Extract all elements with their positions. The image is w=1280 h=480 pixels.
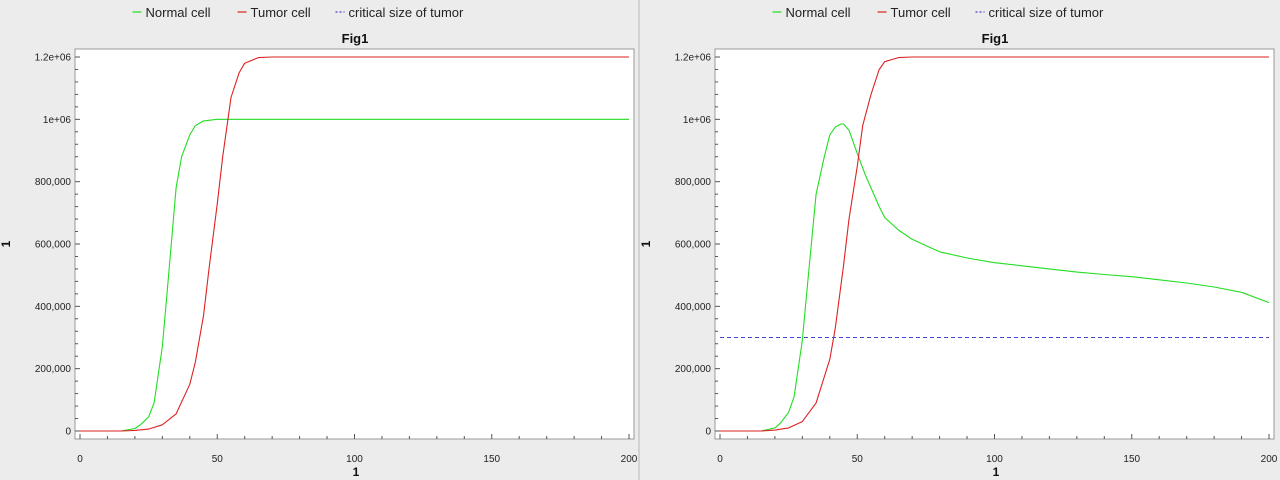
y-tick-label: 1.2e+06	[675, 53, 712, 64]
y-axis: 0 200,000 400,000 600,000 800,000 1e+06 1.2e+0…	[675, 53, 720, 438]
x-tick-label: 50	[852, 454, 864, 465]
x-tick-label: 200	[1261, 454, 1278, 465]
legend-item: Tumor cell	[237, 5, 311, 20]
x-axis: 0 50 100 150 200	[77, 434, 638, 465]
legend-item: critical size of tumor	[335, 5, 465, 20]
y-tick-label: 200,000	[35, 364, 72, 375]
x-tick-label: 200	[621, 454, 638, 465]
series-group	[80, 56, 629, 432]
y-tick-label: 600,000	[675, 240, 712, 251]
legend-label: Tumor cell	[251, 5, 311, 20]
legend-label: Normal cell	[146, 5, 211, 20]
panel-divider	[638, 0, 640, 480]
x-tick-label: 100	[346, 454, 363, 465]
y-tick-label: 1e+06	[683, 115, 712, 126]
legend-label: critical size of tumor	[989, 5, 1105, 20]
x-axis-label: 1	[993, 465, 1000, 479]
y-axis-label: 1	[640, 240, 653, 247]
legend: Normal cell Tumor cell critical size of tu…	[132, 5, 465, 20]
x-tick-label: 100	[986, 454, 1003, 465]
legend-item: Tumor cell	[877, 5, 951, 20]
y-tick-label: 200,000	[675, 364, 712, 375]
y-tick-label: 1.2e+06	[35, 53, 72, 64]
series-line-tumor-cell	[720, 56, 1269, 432]
legend-label: Normal cell	[786, 5, 851, 20]
legend-item: critical size of tumor	[975, 5, 1105, 20]
plot-area	[74, 48, 635, 440]
plot-area	[714, 48, 1275, 440]
legend-item: Normal cell	[772, 5, 851, 20]
y-tick-label: 400,000	[35, 302, 72, 313]
series-line-tumor-cell	[80, 56, 629, 432]
y-tick-label: 800,000	[35, 177, 72, 188]
y-tick-label: 600,000	[35, 240, 72, 251]
x-tick-label: 50	[212, 454, 224, 465]
series-line-normal-cell	[80, 118, 629, 432]
x-axis: 0 50 100 150 200	[717, 434, 1278, 465]
chart-right: Normal cell Tumor cell critical size of tu…	[640, 5, 1278, 479]
chart-panel-right: Normal cell Tumor cell critical size of tu…	[640, 0, 1280, 480]
y-tick-label: 0	[65, 427, 71, 438]
legend-label: Tumor cell	[891, 5, 951, 20]
chart-title: Fig1	[342, 31, 369, 46]
chart-panel-left: Normal cell Tumor cell critical size of tu…	[0, 5, 638, 479]
y-tick-label: 400,000	[675, 302, 712, 313]
y-tick-label: 800,000	[675, 177, 712, 188]
y-tick-label: 1e+06	[43, 115, 72, 126]
y-axis: 0 200,000 400,000 600,000 800,000 1e+06 1.2e+0…	[35, 53, 80, 438]
chart-title: Fig1	[982, 31, 1009, 46]
x-tick-label: 150	[1123, 454, 1140, 465]
y-axis-label: 1	[0, 240, 13, 247]
legend-item: Normal cell	[132, 5, 211, 20]
x-tick-label: 150	[483, 454, 500, 465]
chart-left: Normal cell Tumor cell critical size of tu…	[0, 5, 638, 479]
x-tick-label: 0	[77, 454, 83, 465]
y-tick-label: 0	[705, 427, 711, 438]
legend: Normal cell Tumor cell critical size of tu…	[772, 5, 1105, 20]
x-axis-label: 1	[353, 465, 360, 479]
series-group	[720, 56, 1270, 432]
series-line-normal-cell	[720, 123, 1270, 432]
x-tick-label: 0	[717, 454, 723, 465]
legend-label: critical size of tumor	[349, 5, 465, 20]
